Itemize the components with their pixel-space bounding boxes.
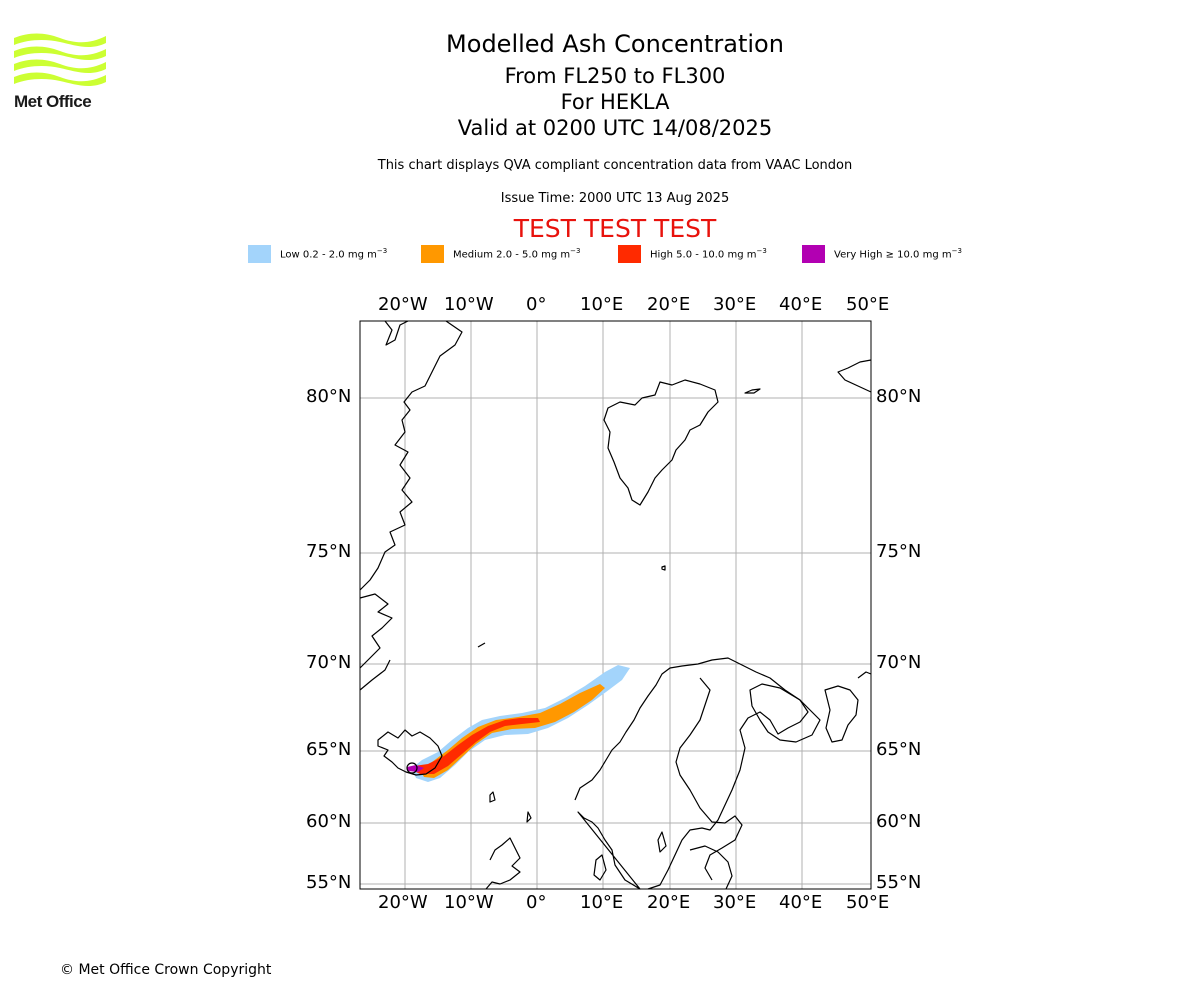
coast-far-east [837, 359, 872, 393]
coast-nordaustlandet [744, 388, 761, 394]
lat-label-right-60n: 60°N [876, 811, 922, 832]
flight-level-range: From FL250 to FL300 [504, 64, 726, 88]
lon-label-bottom-20w: 20°W [378, 892, 428, 913]
chart-title: Modelled Ash Concentration [446, 30, 784, 58]
coast-baltic-states [689, 845, 733, 890]
coast-iceland [377, 729, 443, 776]
coast-white-sea-east [824, 685, 859, 743]
lon-label-top-10w: 10°W [444, 294, 494, 315]
met-office-logo: Met Office [14, 30, 109, 112]
lat-label-left-80n: 80°N [306, 386, 352, 407]
ash-plume [407, 665, 630, 782]
legend-label-low: Low 0.2 - 2.0 mg m−3 [280, 247, 388, 261]
lon-label-top-50e: 50°E [846, 294, 890, 315]
legend-swatch-low [248, 245, 271, 263]
legend-swatch-very-high [802, 245, 825, 263]
volcano-name: For HEKLA [560, 90, 670, 114]
graticule [360, 321, 871, 889]
chart-subtitle: This chart displays QVA compliant concen… [377, 158, 853, 173]
lon-label-bottom-50e: 50°E [846, 892, 890, 913]
lon-label-bottom-40e: 40°E [779, 892, 823, 913]
hekla-marker [406, 762, 418, 774]
lon-label-bottom-10w: 10°W [444, 892, 494, 913]
legend-item-high: High 5.0 - 10.0 mg m−3 [618, 244, 767, 264]
map-frame [359, 320, 872, 890]
lat-label-left-55n: 55°N [306, 872, 352, 893]
coast-gotland [657, 831, 667, 853]
logo-text: Met Office [14, 92, 92, 111]
test-banner: TEST TEST TEST [513, 214, 717, 243]
lon-label-bottom-0: 0° [526, 892, 547, 913]
legend-item-very-high: Very High ≥ 10.0 mg m−3 [802, 244, 962, 264]
plume-high-concentration [412, 718, 540, 774]
coast-svalbard [603, 379, 719, 506]
legend-label-high: High 5.0 - 10.0 mg m−3 [650, 247, 767, 261]
legend-item-low: Low 0.2 - 2.0 mg m−3 [248, 244, 387, 264]
legend-swatch-medium [421, 245, 444, 263]
lon-label-bottom-20e: 20°E [647, 892, 691, 913]
coast-greenland-north [384, 320, 409, 346]
lat-label-left-65n: 65°N [306, 739, 352, 760]
lat-label-right-80n: 80°N [876, 386, 922, 407]
coast-bear-island [661, 565, 666, 571]
lon-label-top-0: 0° [526, 294, 547, 315]
coast-scotland [485, 837, 521, 890]
lon-label-bottom-30e: 30°E [713, 892, 757, 913]
lat-label-right-75n: 75°N [876, 541, 922, 562]
coast-jan-mayen [477, 642, 486, 648]
lat-label-right-55n: 55°N [876, 872, 922, 893]
plume-medium-concentration [420, 684, 605, 778]
lat-label-left-60n: 60°N [306, 811, 352, 832]
coast-greenland [359, 320, 463, 691]
lon-label-top-10e: 10°E [580, 294, 624, 315]
lat-label-right-70n: 70°N [876, 652, 922, 673]
lat-label-left-75n: 75°N [306, 541, 352, 562]
met-office-wave-icon [14, 33, 106, 86]
lon-label-bottom-10e: 10°E [580, 892, 624, 913]
lon-label-top-20e: 20°E [647, 294, 691, 315]
legend-swatch-high [618, 245, 641, 263]
issue-time: Issue Time: 2000 UTC 13 Aug 2025 [500, 191, 730, 206]
legend-label-very-high: Very High ≥ 10.0 mg m−3 [834, 247, 962, 261]
lon-label-top-40e: 40°E [779, 294, 823, 315]
coast-russia-north [857, 671, 872, 679]
coastlines [359, 320, 872, 890]
lon-label-top-30e: 30°E [713, 294, 757, 315]
coast-bothnia [675, 677, 743, 881]
valid-time: Valid at 0200 UTC 14/08/2025 [457, 116, 773, 140]
coast-faroe [489, 791, 496, 803]
lat-label-left-70n: 70°N [306, 652, 352, 673]
coast-scandinavia [574, 657, 809, 890]
legend-label-medium: Medium 2.0 - 5.0 mg m−3 [453, 247, 581, 261]
copyright-notice: © Met Office Crown Copyright [60, 962, 272, 978]
legend-item-medium: Medium 2.0 - 5.0 mg m−3 [421, 244, 580, 264]
plume-very-high-concentration [407, 765, 424, 772]
coast-shetland [526, 811, 532, 823]
coast-kola [749, 683, 821, 743]
lat-label-right-65n: 65°N [876, 739, 922, 760]
lon-label-top-20w: 20°W [378, 294, 428, 315]
coast-denmark [593, 854, 607, 881]
